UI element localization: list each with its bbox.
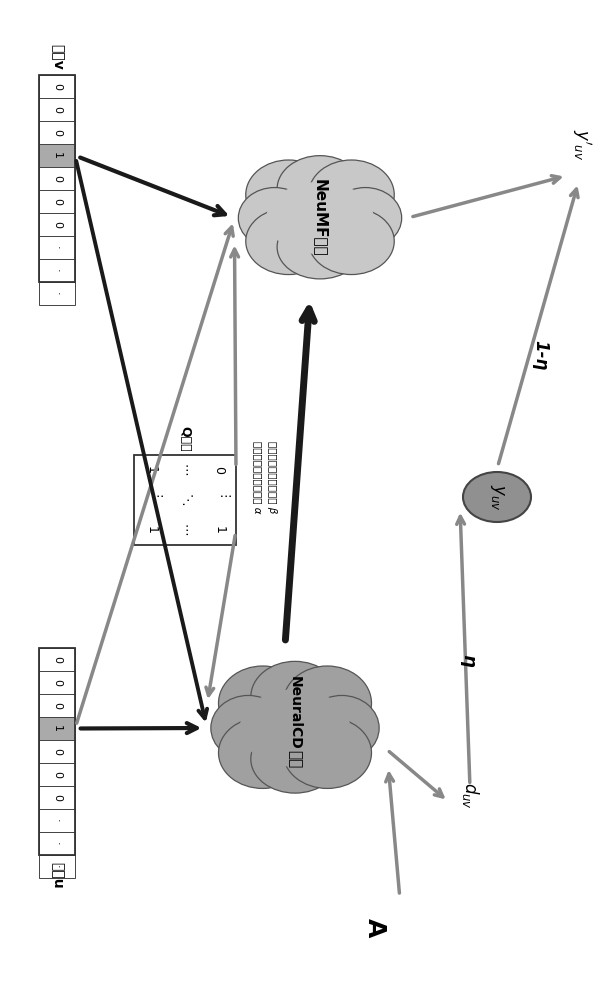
Bar <box>39 236 75 259</box>
Ellipse shape <box>308 208 394 275</box>
Text: ·: · <box>52 246 62 249</box>
Ellipse shape <box>308 160 394 230</box>
Text: ·: · <box>52 819 62 822</box>
Text: 0: 0 <box>52 129 62 136</box>
FancyArrowPatch shape <box>413 176 560 217</box>
Bar <box>134 455 236 545</box>
Text: ⋮: ⋮ <box>144 494 158 506</box>
Bar <box>39 213 75 236</box>
Bar <box>39 167 75 190</box>
Text: ⋯: ⋯ <box>178 524 191 536</box>
Bar <box>39 259 75 282</box>
Text: 0: 0 <box>52 175 62 182</box>
Bar <box>39 694 75 717</box>
Text: 0: 0 <box>52 702 62 709</box>
Text: 模型: 模型 <box>287 750 303 768</box>
Ellipse shape <box>246 208 331 275</box>
Text: 0: 0 <box>52 771 62 778</box>
Ellipse shape <box>219 717 307 788</box>
Text: 0: 0 <box>52 83 62 90</box>
Text: 1: 1 <box>213 526 225 534</box>
Text: 1: 1 <box>52 152 62 159</box>
FancyArrowPatch shape <box>231 249 239 464</box>
Bar <box>39 763 75 786</box>
Bar <box>39 832 75 855</box>
FancyArrowPatch shape <box>76 161 207 718</box>
Ellipse shape <box>251 725 339 793</box>
Text: 0: 0 <box>52 748 62 755</box>
Bar <box>39 855 75 878</box>
FancyArrowPatch shape <box>80 158 225 215</box>
Text: A: A <box>363 918 387 938</box>
Ellipse shape <box>329 188 402 248</box>
Ellipse shape <box>246 160 331 230</box>
Ellipse shape <box>219 666 307 740</box>
Text: $y'_{uv}$: $y'_{uv}$ <box>571 129 594 161</box>
Bar <box>39 98 75 121</box>
Bar <box>39 809 75 832</box>
Text: η: η <box>459 654 477 666</box>
Text: 1-η: 1-η <box>531 340 549 370</box>
Text: $y_{uv}$: $y_{uv}$ <box>488 484 506 510</box>
Text: 1: 1 <box>144 526 158 534</box>
Ellipse shape <box>211 695 286 761</box>
Ellipse shape <box>251 661 339 733</box>
Bar <box>39 786 75 809</box>
Text: 0: 0 <box>52 679 62 686</box>
Text: NeuralCD: NeuralCD <box>288 676 302 749</box>
Text: ·: · <box>52 865 62 868</box>
Ellipse shape <box>304 695 379 761</box>
Ellipse shape <box>266 182 374 254</box>
FancyArrowPatch shape <box>286 309 314 640</box>
Bar <box>39 740 75 763</box>
FancyArrowPatch shape <box>206 535 235 695</box>
Text: NeuMF模型: NeuMF模型 <box>312 179 328 257</box>
Ellipse shape <box>227 674 363 782</box>
Text: Q矩阵: Q矩阵 <box>178 426 191 452</box>
FancyArrowPatch shape <box>457 516 470 782</box>
Ellipse shape <box>254 167 386 269</box>
Text: ·: · <box>52 292 62 295</box>
Text: 试题v: 试题v <box>50 44 64 70</box>
Text: 学生的知识点掌握程度 α: 学生的知识点掌握程度 α <box>253 441 263 513</box>
FancyArrowPatch shape <box>499 189 578 464</box>
Text: 0: 0 <box>52 656 62 663</box>
FancyArrowPatch shape <box>77 227 233 723</box>
Ellipse shape <box>238 188 311 248</box>
FancyArrowPatch shape <box>80 723 197 733</box>
Ellipse shape <box>240 689 350 767</box>
Text: ⋯: ⋯ <box>178 464 191 476</box>
Bar <box>39 144 75 167</box>
Text: ⋱: ⋱ <box>178 494 191 506</box>
Text: 0: 0 <box>52 221 62 228</box>
Text: ·: · <box>52 842 62 845</box>
Text: 0: 0 <box>52 794 62 801</box>
Ellipse shape <box>283 666 371 740</box>
Ellipse shape <box>277 156 363 222</box>
Text: $d_{uv}$: $d_{uv}$ <box>460 782 481 808</box>
Text: 0: 0 <box>52 106 62 113</box>
Ellipse shape <box>277 215 363 279</box>
Text: ⋮: ⋮ <box>213 494 225 506</box>
Text: 1: 1 <box>144 466 158 474</box>
Bar <box>39 282 75 305</box>
Text: 0: 0 <box>213 466 225 474</box>
Bar <box>39 671 75 694</box>
Text: 学生u: 学生u <box>50 862 64 888</box>
FancyArrowPatch shape <box>385 774 400 893</box>
Bar <box>39 648 75 671</box>
Ellipse shape <box>283 717 371 788</box>
Bar <box>39 75 75 98</box>
Text: 试题的知识点难度信息 β: 试题的知识点难度信息 β <box>267 441 277 513</box>
Bar <box>39 648 75 855</box>
Bar <box>39 75 75 282</box>
FancyArrowPatch shape <box>389 752 443 797</box>
Bar <box>39 190 75 213</box>
Text: ·: · <box>52 269 62 272</box>
Bar <box>39 717 75 740</box>
Bar <box>39 121 75 144</box>
Text: 0: 0 <box>52 198 62 205</box>
Ellipse shape <box>463 472 531 522</box>
Text: 1: 1 <box>52 725 62 732</box>
